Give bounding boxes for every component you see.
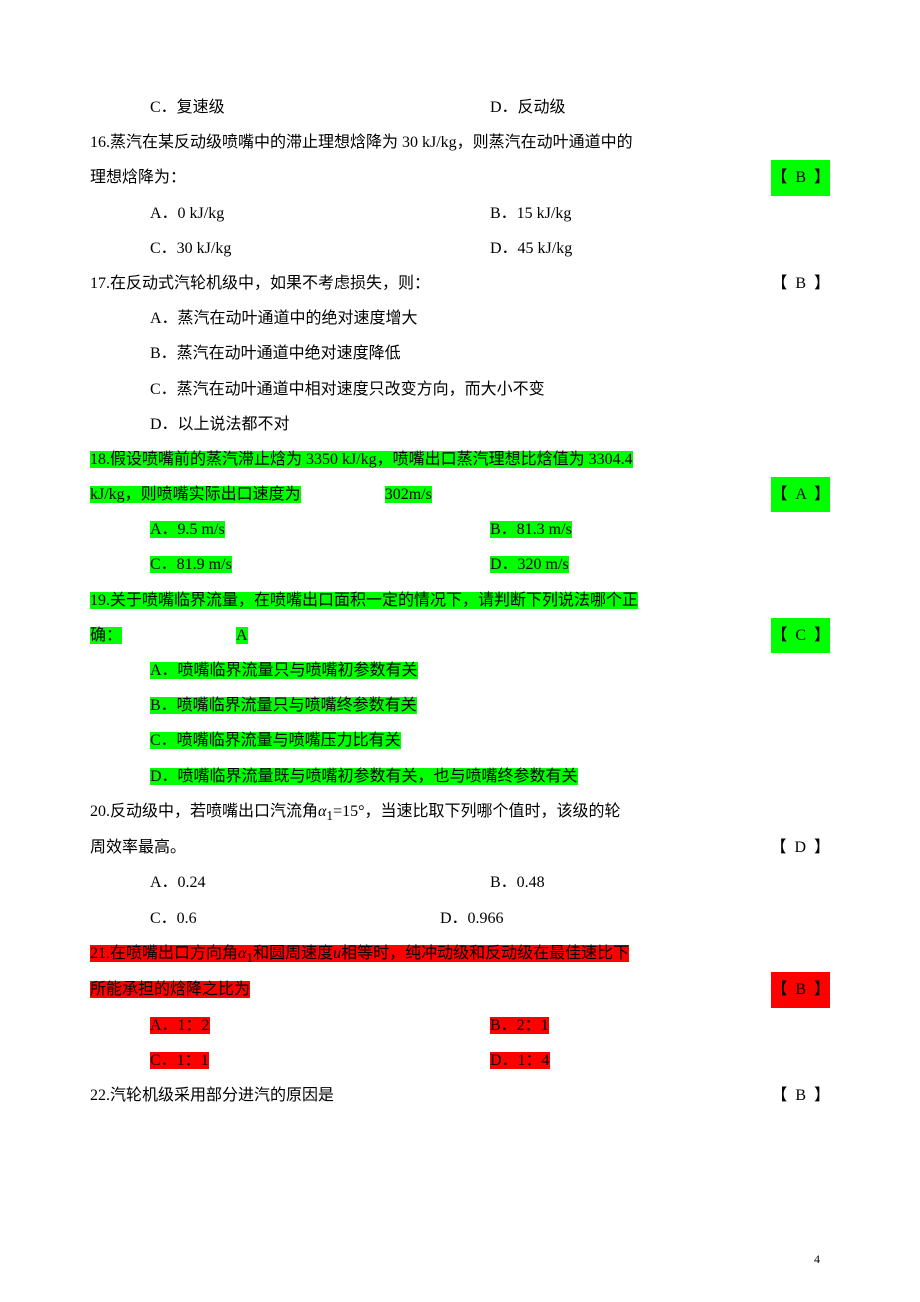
q21-row1: A．1：2 B．2：1 <box>90 1008 830 1043</box>
q18-row1: A．9.5 m/s B．81.3 m/s <box>90 512 830 547</box>
q18-row2: C．81.9 m/s D．320 m/s <box>90 547 830 582</box>
q20-row1: A．0.24 B．0.48 <box>90 865 830 900</box>
q16-text: 理想焓降为： <box>90 160 771 195</box>
q21-text: 所能承担的焓降之比为 <box>90 981 250 998</box>
q21-post: 相等时，纯冲动级和反动级在最佳速比下 <box>341 945 629 962</box>
q20-pre: 20.反动级中，若喷嘴出口汽流角 <box>90 803 318 820</box>
q19-B: B．喷嘴临界流量只与喷嘴终参数有关 <box>150 697 417 714</box>
q20-C: C．0.6 <box>150 901 490 936</box>
q16-C: C．30 kJ/kg <box>150 231 490 266</box>
q16-row1: A．0 kJ/kg B．15 kJ/kg <box>90 196 830 231</box>
option-d: D．反动级 <box>490 90 830 125</box>
q20-post: =15°，当速比取下列哪个值时，该级的轮 <box>333 803 620 820</box>
top-options-row: C．复速级 D．反动级 <box>90 90 830 125</box>
q18-line1-text: 18.假设喷嘴前的蒸汽滞止焓为 3350 kJ/kg，喷嘴出口蒸汽理想比焓值为 … <box>90 451 633 468</box>
q20-text: 周效率最高。 <box>90 830 770 865</box>
option-c: C．复速级 <box>150 90 490 125</box>
q19-line1-text: 19.关于喷嘴临界流量，在喷嘴出口面积一定的情况下，请判断下列说法哪个正 <box>90 592 638 609</box>
q17-text: 17.在反动式汽轮机级中，如果不考虑损失，则： <box>90 266 771 301</box>
q22-text: 22.汽轮机级采用部分进汽的原因是 <box>90 1078 771 1113</box>
q19-D: D．喷嘴临界流量既与喷嘴初参数有关，也与喷嘴终参数有关 <box>150 768 578 785</box>
q17-line: 17.在反动式汽轮机级中，如果不考虑损失，则： 【 B 】 <box>90 266 830 301</box>
q17-D: D．以上说法都不对 <box>90 407 830 442</box>
q18-line1: 18.假设喷嘴前的蒸汽滞止焓为 3350 kJ/kg，喷嘴出口蒸汽理想比焓值为 … <box>90 442 830 477</box>
q18-line2b: 302m/s <box>385 486 432 503</box>
q18-B: B．81.3 m/s <box>490 521 572 538</box>
q21-mid: 和圆周速度 <box>253 945 333 962</box>
q21-row2: C．1：1 D．1：4 <box>90 1043 830 1078</box>
q19-answer: 【 C 】 <box>771 618 830 653</box>
q21-line2-wrap: 所能承担的焓降之比为 <box>90 972 771 1007</box>
q22-line: 22.汽轮机级采用部分进汽的原因是 【 B 】 <box>90 1078 830 1113</box>
q16-line1: 16.蒸汽在某反动级喷嘴中的滞止理想焓降为 30 kJ/kg，则蒸汽在动叶通道中… <box>90 125 830 160</box>
q19-C-wrap: C．喷嘴临界流量与喷嘴压力比有关 <box>90 723 830 758</box>
q19-line2a: 确： <box>90 627 122 644</box>
q20-D: D．0.966 <box>440 901 780 936</box>
q21-D: D．1：4 <box>490 1052 550 1069</box>
q20-line1: 20.反动级中，若喷嘴出口汽流角α1=15°，当速比取下列哪个值时，该级的轮 <box>90 794 830 831</box>
q21-answer: 【 B 】 <box>771 972 830 1007</box>
q19-line2: 确： A 【 C 】 <box>90 618 830 653</box>
q16-row2: C．30 kJ/kg D．45 kJ/kg <box>90 231 830 266</box>
q16-A: A．0 kJ/kg <box>150 196 490 231</box>
q19-line1: 19.关于喷嘴临界流量，在喷嘴出口面积一定的情况下，请判断下列说法哪个正 <box>90 583 830 618</box>
q17-C: C．蒸汽在动叶通道中相对速度只改变方向，而大小不变 <box>90 372 830 407</box>
q18-answer: 【 A 】 <box>771 477 830 512</box>
q17-B: B．蒸汽在动叶通道中绝对速度降低 <box>90 336 830 371</box>
q20-A: A．0.24 <box>150 865 490 900</box>
q21-pre: 21.在喷嘴出口方向角 <box>90 945 238 962</box>
q21-line1-wrap: 21.在喷嘴出口方向角α1和圆周速度u相等时，纯冲动级和反动级在最佳速比下 <box>90 945 629 962</box>
q16-B: B．15 kJ/kg <box>490 196 830 231</box>
q18-line2a: kJ/kg，则喷嘴实际出口速度为 <box>90 486 301 503</box>
q19-A-wrap: A．喷嘴临界流量只与喷嘴初参数有关 <box>90 653 830 688</box>
q21-C: C．1：1 <box>150 1052 209 1069</box>
q19-line2-wrap: 确： A <box>90 618 771 653</box>
q21-line1: 21.在喷嘴出口方向角α1和圆周速度u相等时，纯冲动级和反动级在最佳速比下 <box>90 936 830 973</box>
q17-answer: 【 B 】 <box>771 266 830 301</box>
q19-line2b: A <box>236 627 248 644</box>
q21-B: B．2：1 <box>490 1017 549 1034</box>
q17-A: A．蒸汽在动叶通道中的绝对速度增大 <box>90 301 830 336</box>
q20-row2: C．0.6 D．0.966 <box>90 901 830 936</box>
q18-D: D．320 m/s <box>490 556 569 573</box>
q21-A: A．1：2 <box>150 1017 210 1034</box>
q18-A: A．9.5 m/s <box>150 521 225 538</box>
q19-D-wrap: D．喷嘴临界流量既与喷嘴初参数有关，也与喷嘴终参数有关 <box>90 759 830 794</box>
q18-line2-wrap: kJ/kg，则喷嘴实际出口速度为 302m/s <box>90 477 771 512</box>
q19-B-wrap: B．喷嘴临界流量只与喷嘴终参数有关 <box>90 688 830 723</box>
q18-C: C．81.9 m/s <box>150 556 232 573</box>
q20-line2: 周效率最高。 【 D 】 <box>90 830 830 865</box>
q20-answer: 【 D 】 <box>770 830 830 865</box>
q16-answer: 【 B 】 <box>771 160 830 195</box>
q19-A: A．喷嘴临界流量只与喷嘴初参数有关 <box>150 662 418 679</box>
q21-line2: 所能承担的焓降之比为 【 B 】 <box>90 972 830 1007</box>
q16-D: D．45 kJ/kg <box>490 231 830 266</box>
q21-var2: u <box>333 945 341 962</box>
q20-B: B．0.48 <box>490 865 830 900</box>
page-number: 4 <box>814 1246 820 1272</box>
q18-line2: kJ/kg，则喷嘴实际出口速度为 302m/s 【 A 】 <box>90 477 830 512</box>
q19-C: C．喷嘴临界流量与喷嘴压力比有关 <box>150 732 401 749</box>
q22-answer: 【 B 】 <box>771 1078 830 1113</box>
q16-line2: 理想焓降为： 【 B 】 <box>90 160 830 195</box>
